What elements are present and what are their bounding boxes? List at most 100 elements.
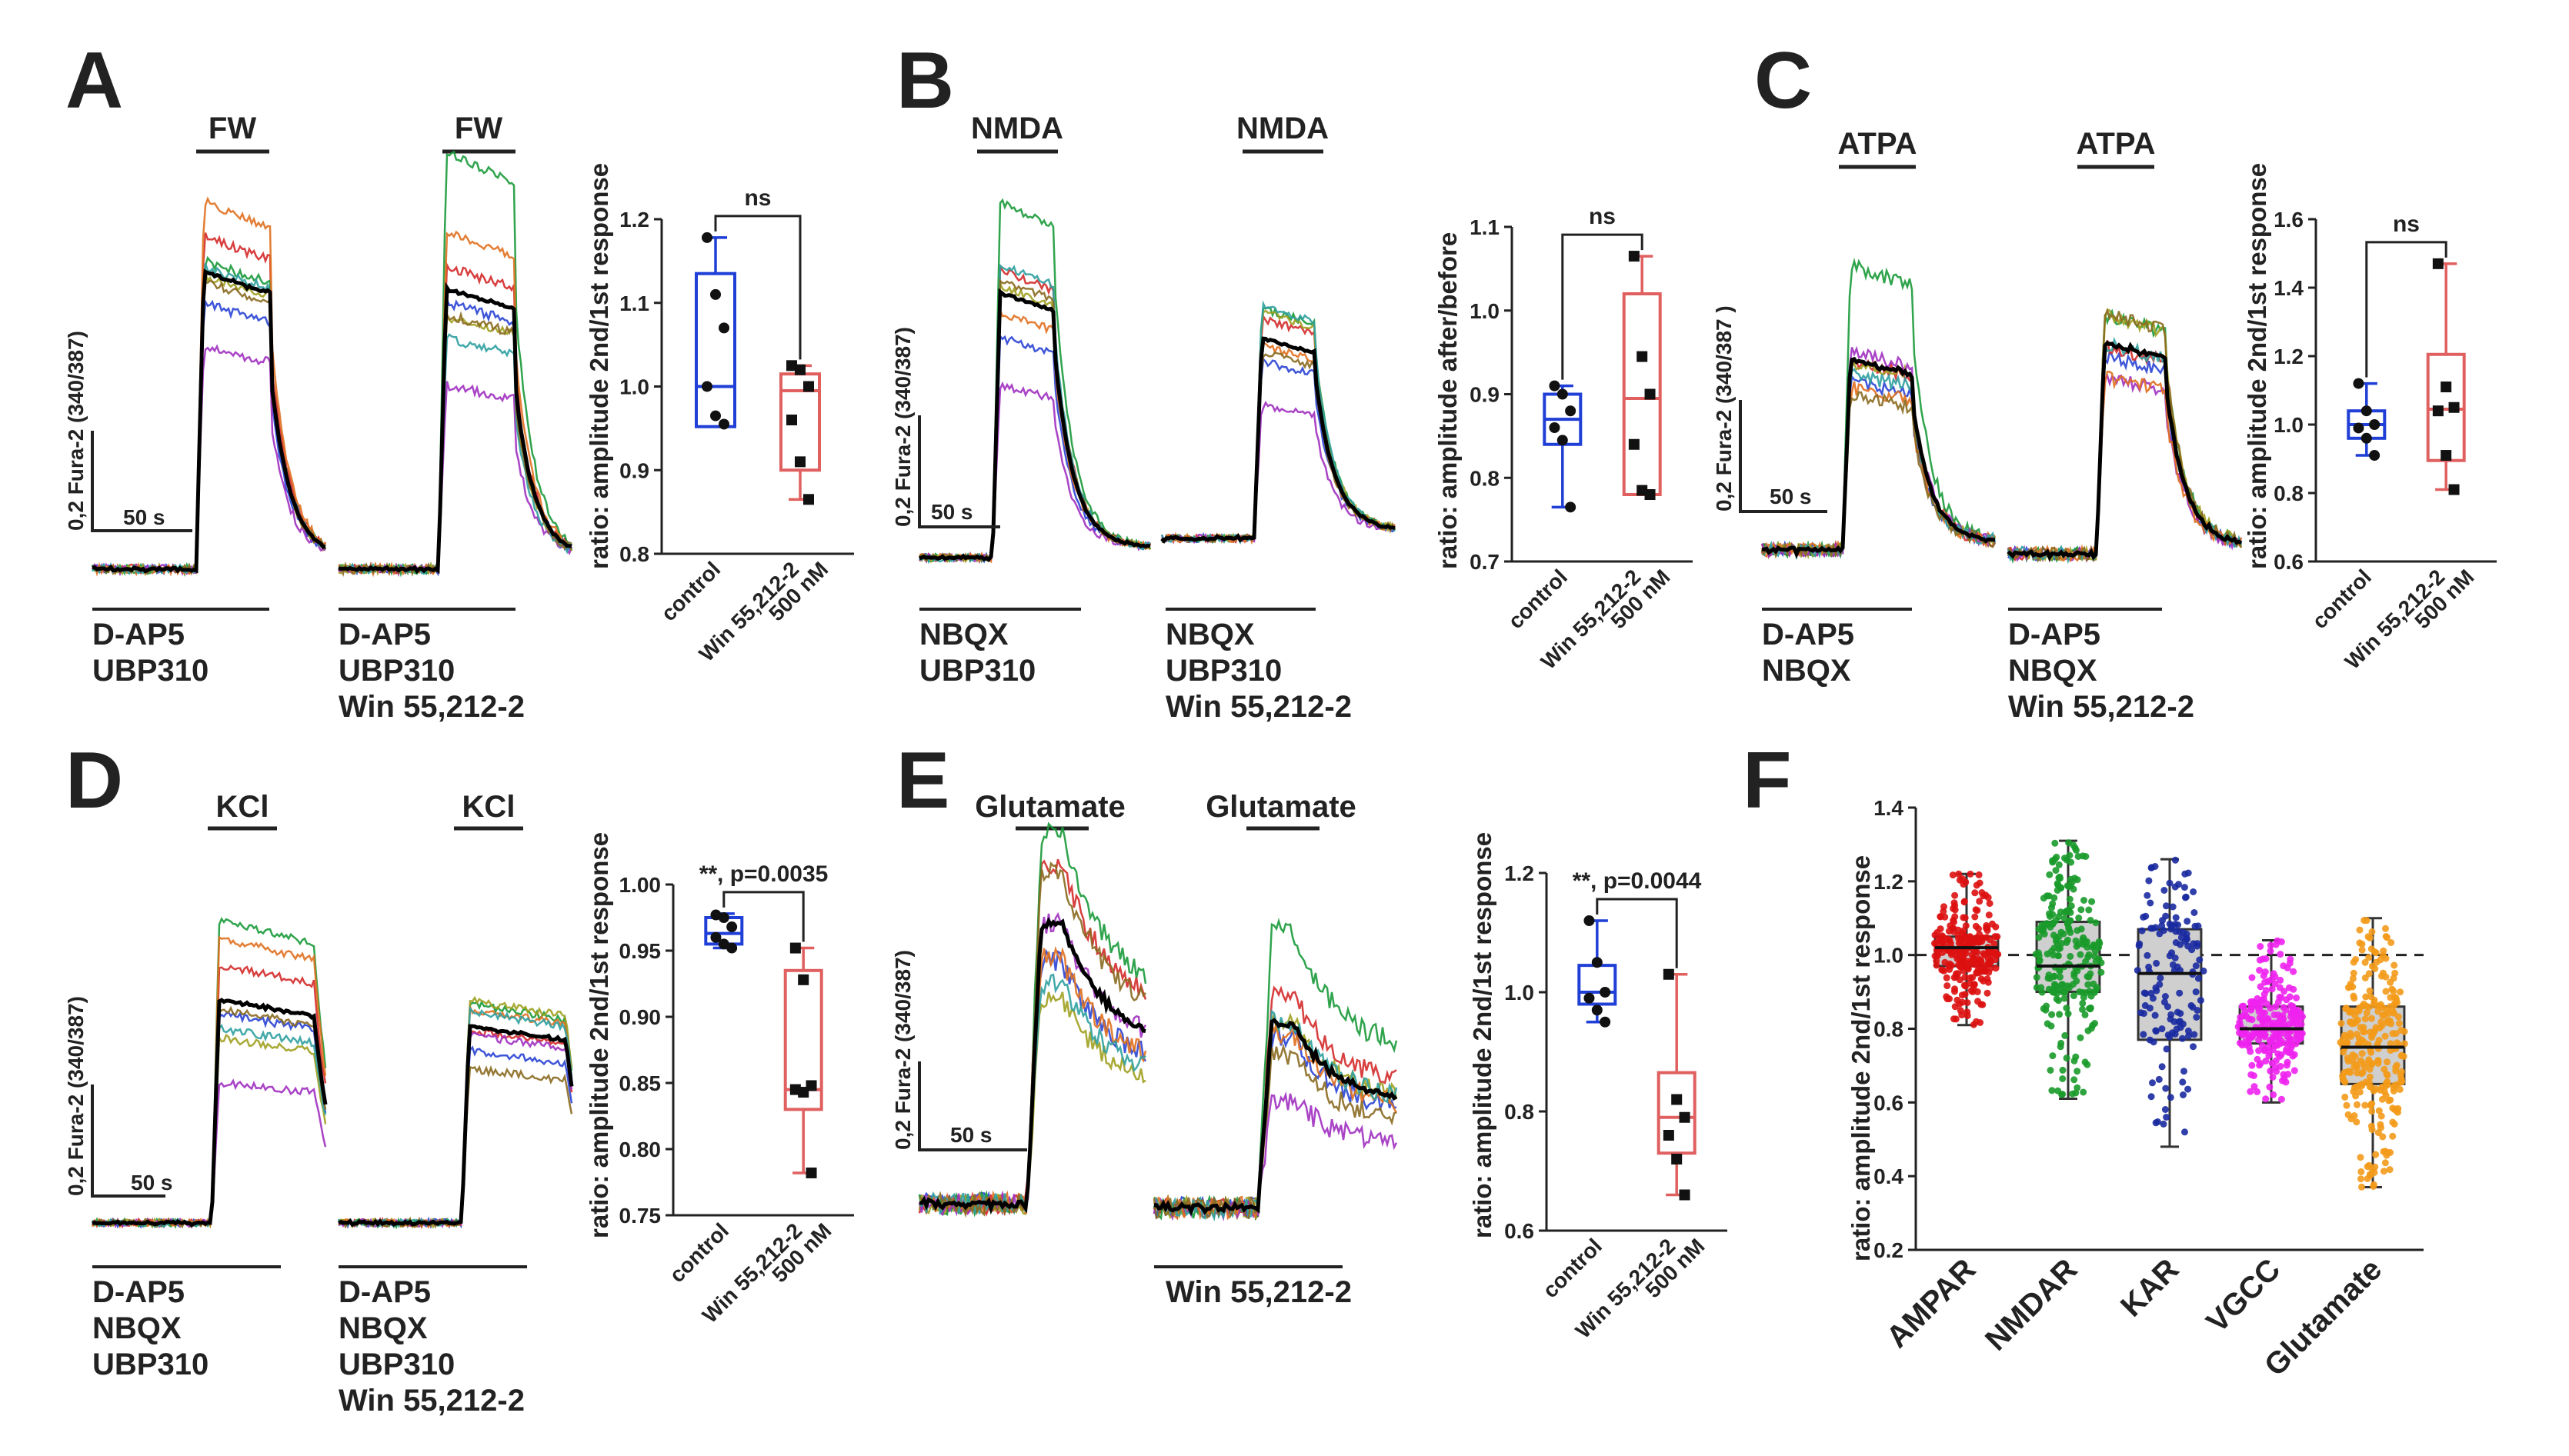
panel-label-d: D <box>65 736 123 825</box>
data-point <box>2193 1014 2200 1021</box>
data-point <box>2048 1011 2056 1018</box>
data-point <box>2180 1068 2187 1075</box>
data-point <box>1955 870 1963 878</box>
data-point <box>2049 919 2057 927</box>
panel-label-b: B <box>896 36 954 125</box>
data-point <box>1993 951 2000 959</box>
boxplot-ylabel-e: ratio: amplitude 2nd/1st response <box>1468 832 1496 1238</box>
data-point <box>2172 914 2180 921</box>
data-point <box>1956 876 1963 884</box>
significance-bracket <box>722 891 805 942</box>
data-point <box>2362 993 2370 1001</box>
stimulus-label-d1: KCl <box>216 790 269 824</box>
data-point <box>1969 974 1977 981</box>
data-point <box>2142 990 2150 998</box>
data-point <box>2299 1013 2306 1021</box>
data-point <box>2084 953 2092 961</box>
data-point <box>1975 871 1983 878</box>
data-point <box>2361 1101 2369 1109</box>
data-point <box>2344 1057 2352 1065</box>
data-point <box>2358 1183 2365 1191</box>
data-point <box>2096 940 2104 948</box>
data-point <box>2354 1063 2361 1071</box>
data-point <box>1950 899 1958 907</box>
data-point <box>2286 1020 2294 1028</box>
data-point <box>2236 1018 2244 1026</box>
data-point <box>2177 1024 2184 1031</box>
data-point <box>2066 895 2074 903</box>
data-point <box>2357 1154 2364 1161</box>
data-point <box>1986 936 1993 944</box>
data-point <box>2272 1064 2279 1071</box>
data-point <box>2068 878 2076 886</box>
data-point <box>2356 1088 2364 1096</box>
condition-b1-1: UBP310 <box>919 654 1036 688</box>
data-point <box>2137 1009 2145 1017</box>
data-point <box>2262 1058 2270 1065</box>
data-point <box>2372 1151 2380 1158</box>
y-tick-label: 0.85 <box>619 1071 662 1095</box>
data-point <box>2350 969 2357 977</box>
data-point <box>2371 1163 2379 1171</box>
data-point <box>2250 1072 2257 1080</box>
trace-group-a2 <box>338 150 573 578</box>
data-point <box>2344 1033 2351 1041</box>
data-point <box>2180 1091 2187 1098</box>
data-point <box>2077 951 2084 958</box>
data-point <box>2387 1096 2394 1104</box>
data-point <box>2366 987 2374 995</box>
y-tick-label: 1.2 <box>1873 870 1903 894</box>
data-point <box>2360 1060 2367 1068</box>
y-tick-label: 1.1 <box>619 292 649 315</box>
significance-bracket <box>714 215 802 360</box>
y-tick-label: 1.0 <box>2274 413 2304 437</box>
y-tick-label: 0.8 <box>1504 1100 1534 1124</box>
data-point <box>1971 913 1979 921</box>
condition-d2-1: NBQX <box>339 1311 428 1345</box>
data-point <box>2145 877 2153 885</box>
y-tick-label: 0.6 <box>1504 1219 1534 1243</box>
data-point <box>2393 1061 2401 1069</box>
box-control <box>695 272 736 428</box>
data-point <box>2054 881 2062 889</box>
trace-mean-line <box>1154 1018 1398 1217</box>
data-point <box>2441 381 2452 393</box>
data-point <box>2142 912 2150 920</box>
data-point <box>2158 1025 2166 1033</box>
x-category-label: control <box>665 1218 733 1287</box>
data-point <box>1976 898 1983 905</box>
data-point <box>1974 966 1982 974</box>
data-point <box>2072 937 2080 945</box>
data-point <box>2386 1166 2394 1174</box>
scale-x-label-d: 50 s <box>131 1171 173 1194</box>
data-point <box>2171 856 2179 864</box>
data-point <box>2256 1061 2264 1069</box>
data-point <box>2153 987 2160 995</box>
data-point <box>726 942 738 954</box>
data-point <box>2372 949 2380 957</box>
y-tick-label: 0.4 <box>1873 1164 1903 1188</box>
data-point <box>2162 1085 2170 1092</box>
data-point <box>2091 1020 2099 1027</box>
data-point <box>2150 1038 2157 1046</box>
data-point <box>2163 1045 2170 1053</box>
data-point <box>2145 963 2153 971</box>
data-point <box>2044 892 2050 900</box>
data-point <box>2074 853 2082 860</box>
data-point <box>1663 1130 1674 1141</box>
data-point <box>2247 1001 2255 1008</box>
trace-line <box>1161 313 1396 544</box>
data-point <box>2171 955 2179 961</box>
data-point <box>2271 980 2279 988</box>
data-point <box>2353 1031 2360 1038</box>
data-point <box>2170 1018 2178 1025</box>
data-point <box>2047 1067 2054 1074</box>
data-point <box>1565 405 1576 417</box>
data-point <box>2147 899 2154 907</box>
data-point <box>1941 958 1949 966</box>
data-point <box>2153 959 2160 967</box>
box-win <box>1657 1071 1697 1155</box>
data-point <box>2255 1047 2263 1055</box>
